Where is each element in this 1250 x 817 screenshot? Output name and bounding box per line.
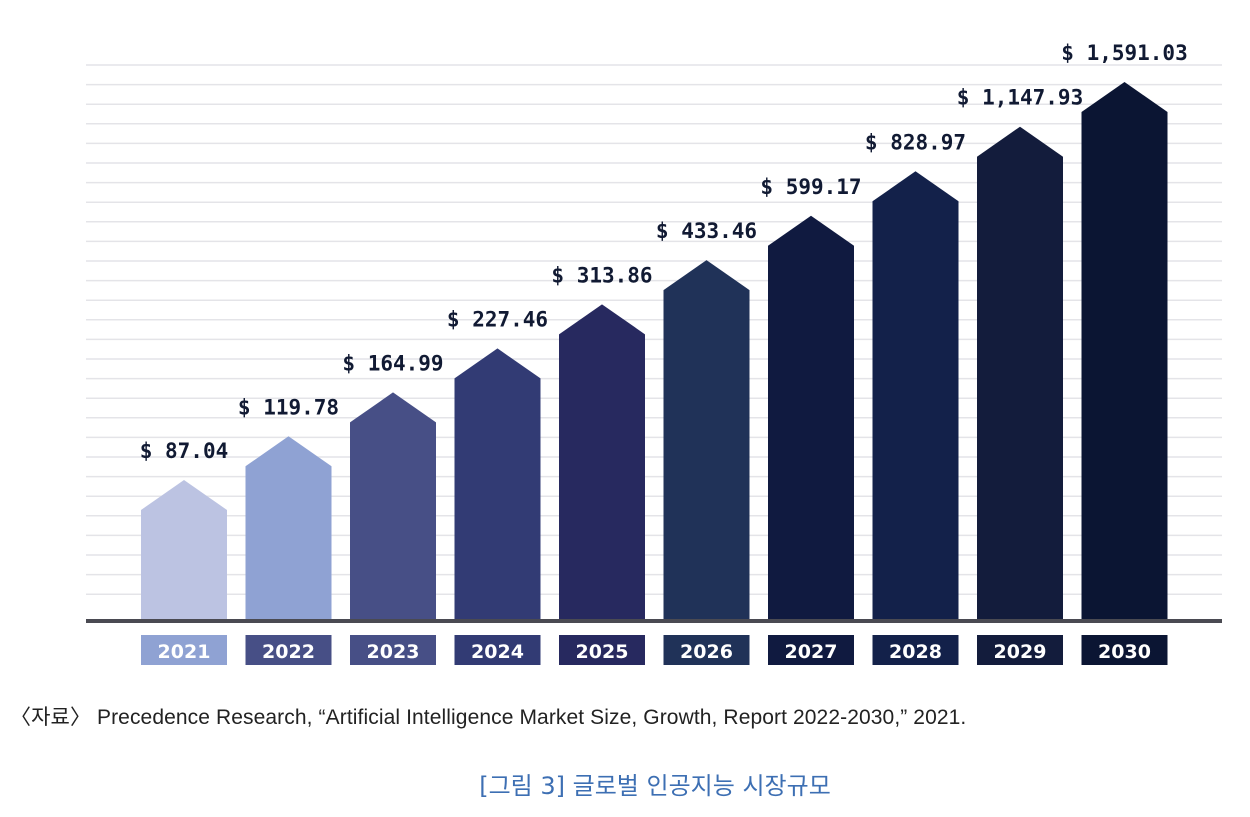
value-labels: $ 87.04$ 119.78$ 164.99$ 227.46$ 313.86$… xyxy=(140,41,1188,463)
year-label-2030: 2030 xyxy=(1098,641,1151,663)
year-label-2027: 2027 xyxy=(785,641,838,663)
value-label-2026: $ 433.46 xyxy=(656,219,757,243)
value-label-2023: $ 164.99 xyxy=(342,351,443,375)
bar-2027 xyxy=(768,215,854,619)
year-label-2026: 2026 xyxy=(680,641,733,663)
year-box-2025 xyxy=(559,635,645,665)
year-box-2021 xyxy=(141,635,227,665)
value-label-2030: $ 1,591.03 xyxy=(1061,41,1187,65)
bar-2028 xyxy=(872,171,959,619)
market-size-chart: $ 87.04 $ 119.78 $ 164.99 $ 227.46 $ 313.86 $… xyxy=(86,41,1222,665)
value-label-2022: $ 119.78 xyxy=(238,395,339,419)
figure-caption: [그림 3] 글로벌 인공지능 시장규모 xyxy=(479,772,831,800)
year-box-2028 xyxy=(872,635,959,665)
year-box-2023 xyxy=(350,635,436,665)
year-label-2025: 2025 xyxy=(576,641,629,663)
year-label-2022: 2022 xyxy=(262,641,315,663)
bar-2022 xyxy=(245,436,332,619)
year-box-2022 xyxy=(245,635,332,665)
value-label-2021: $ 87.04 xyxy=(140,439,229,463)
year-box-2027 xyxy=(768,635,854,665)
year-box-2026 xyxy=(663,635,750,665)
source-note: 〈자료〉 Precedence Research, “Artificial In… xyxy=(10,706,967,729)
chart-svg: $ 87.04$ 119.78$ 164.99$ 227.46$ 313.86$… xyxy=(86,41,1222,665)
value-label-2027: $ 599.17 xyxy=(760,175,861,199)
year-box-2024 xyxy=(454,635,541,665)
bars xyxy=(141,82,1168,619)
value-label-2025: $ 313.86 xyxy=(551,263,652,287)
bar-2024 xyxy=(454,348,541,619)
year-label-2028: 2028 xyxy=(889,641,942,663)
value-label-2024: $ 227.46 xyxy=(447,307,548,331)
year-label-2024: 2024 xyxy=(471,641,524,663)
bar-2023 xyxy=(350,392,436,619)
year-labels: 2021 2022 2023 2024 2025 2026 2027 2028 2029 2030 xyxy=(141,635,1168,665)
bar-2026 xyxy=(663,260,750,619)
bar-2021 xyxy=(141,480,227,619)
bar-2029 xyxy=(977,126,1063,619)
year-label-2023: 2023 xyxy=(367,641,420,663)
bar-2025 xyxy=(559,304,645,619)
year-box-2029 xyxy=(977,635,1063,665)
value-label-2028: $ 828.97 xyxy=(865,130,966,154)
value-label-2029: $ 1,147.93 xyxy=(957,86,1083,110)
year-box-2030 xyxy=(1081,635,1168,665)
year-label-2021: 2021 xyxy=(158,641,211,663)
bar-2030 xyxy=(1081,82,1168,619)
year-label-2029: 2029 xyxy=(994,641,1047,663)
